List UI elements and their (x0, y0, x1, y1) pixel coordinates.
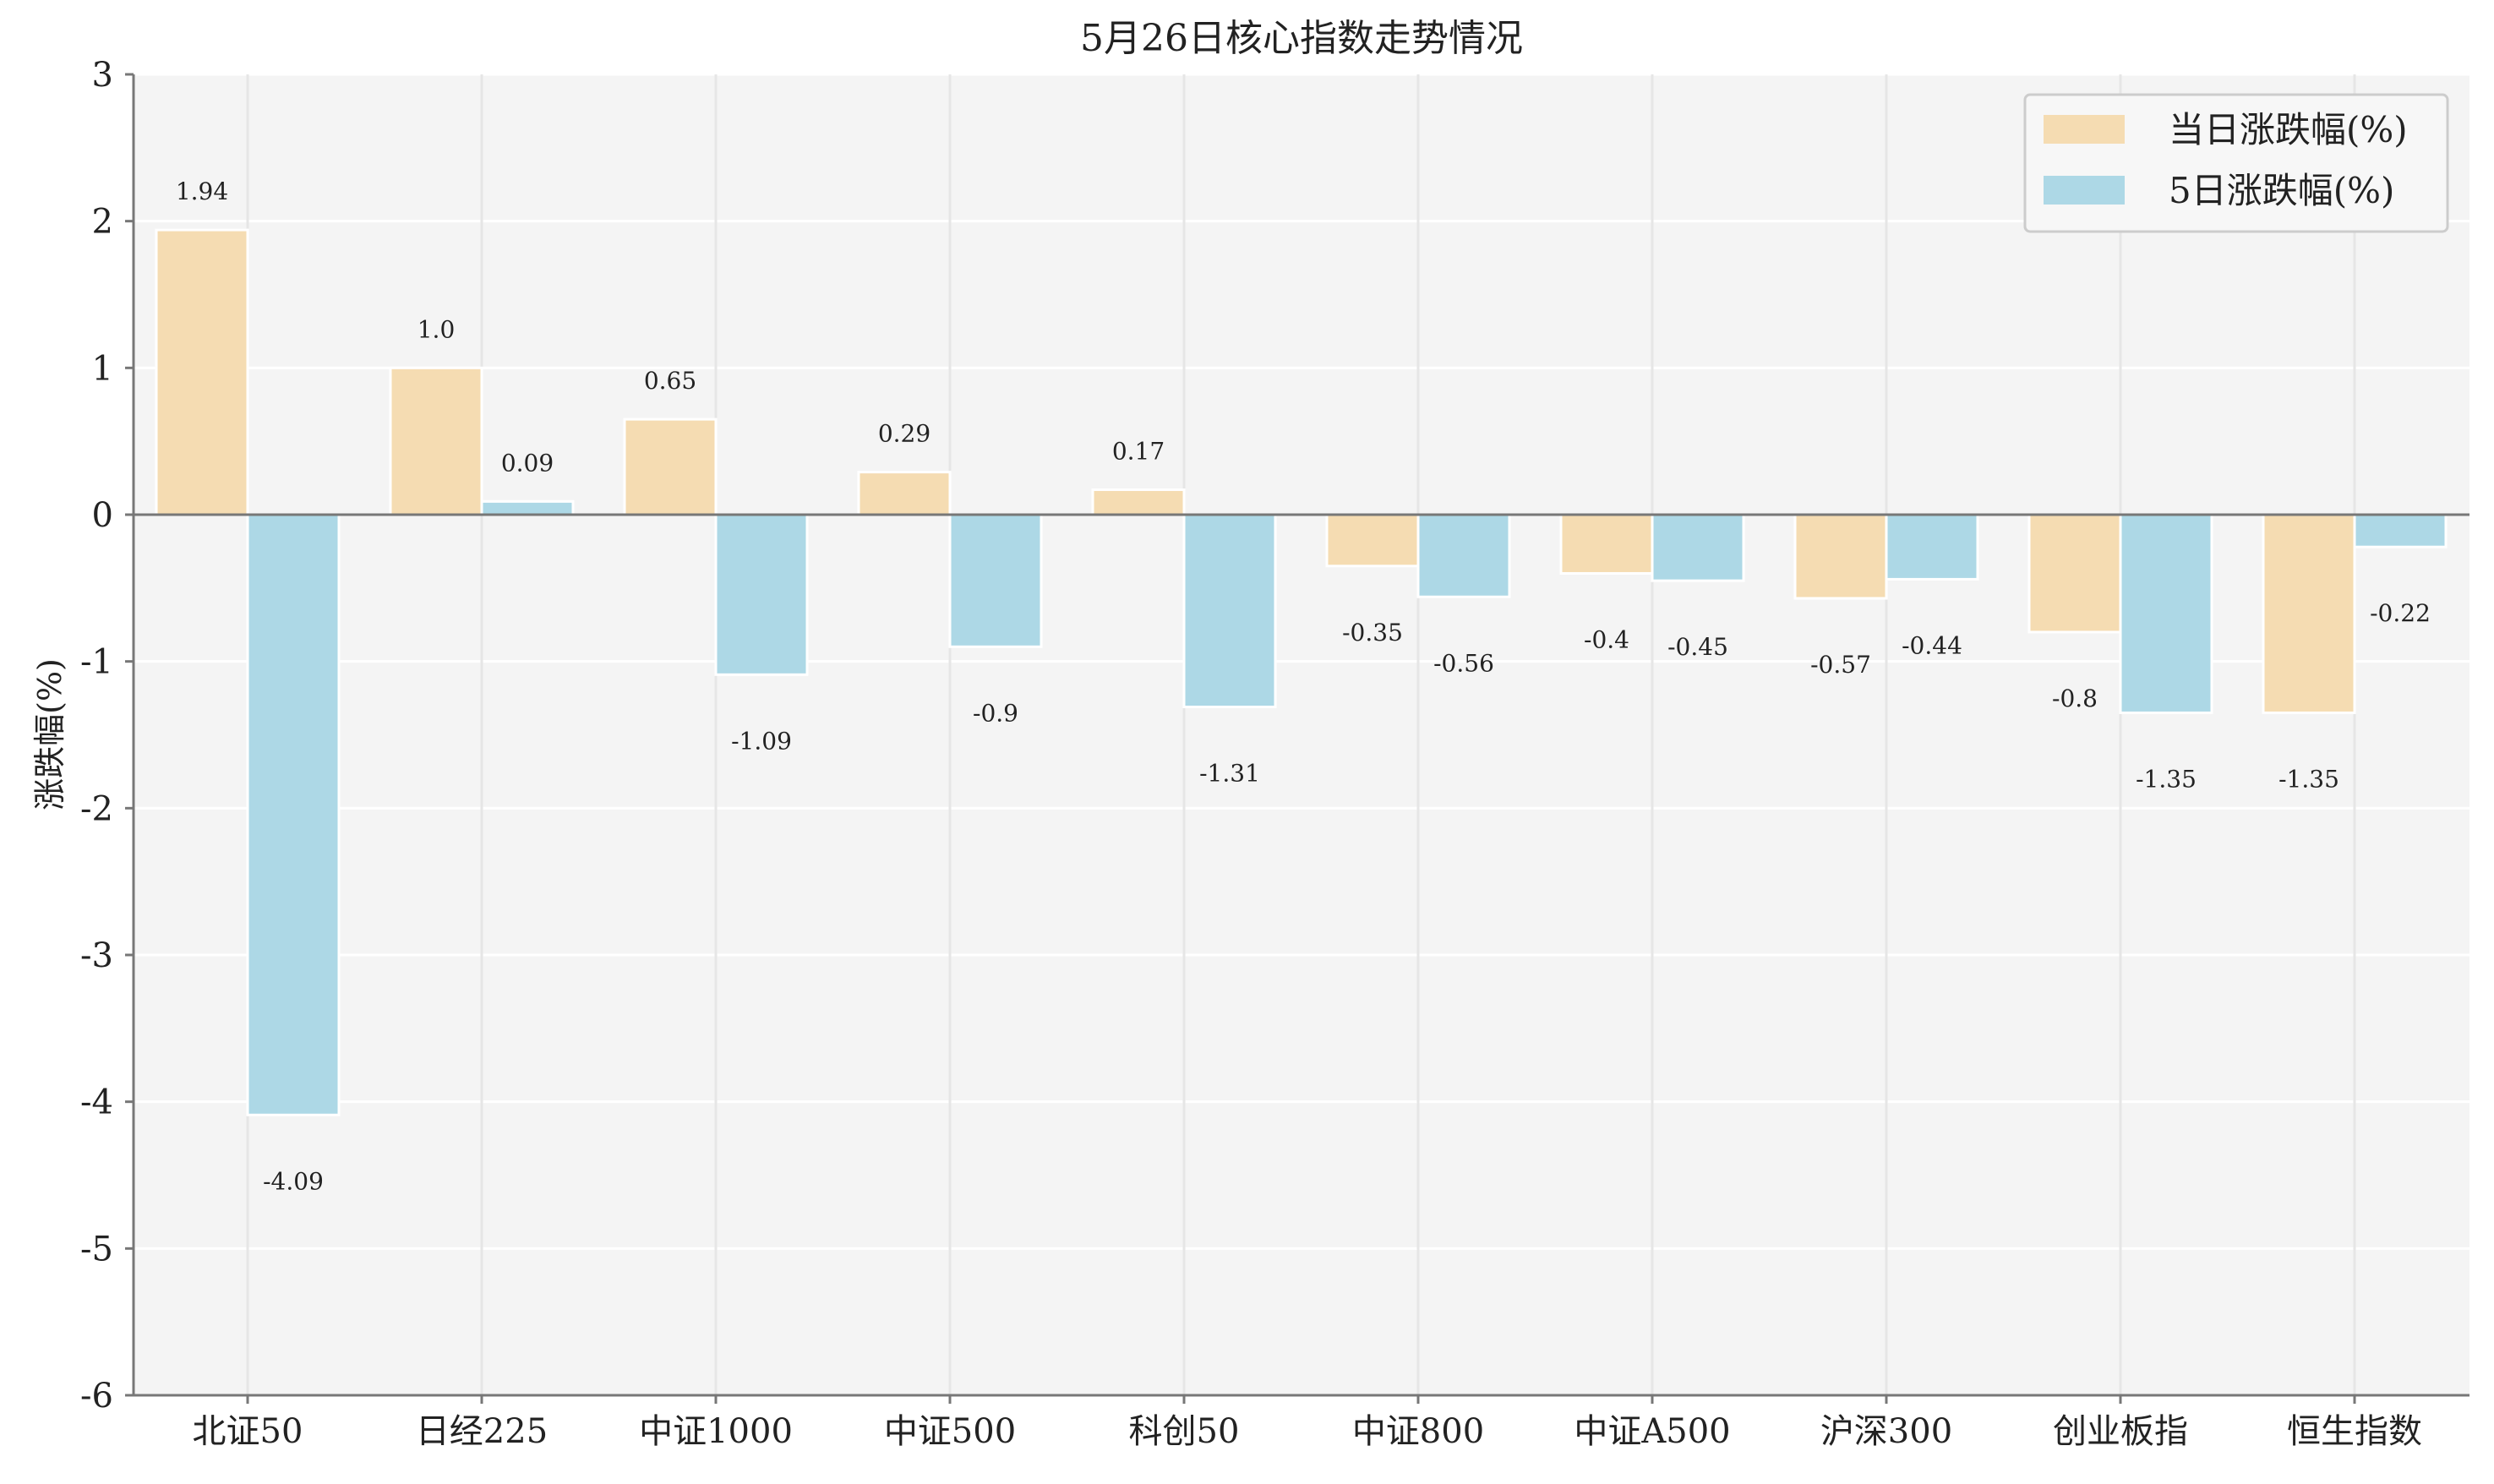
bar-5day-change (714, 513, 809, 676)
data-label: -0.44 (1902, 631, 1962, 659)
data-label: 0.65 (644, 367, 696, 395)
bar-5day-change (1416, 513, 1511, 598)
legend-label-daily: 当日涨跌幅(%) (2169, 109, 2408, 150)
x-tick-label: 中证A500 (1574, 1412, 1730, 1451)
legend-swatch-daily (2044, 115, 2125, 144)
legend-swatch-5day (2044, 176, 2125, 205)
data-label: -0.57 (1810, 651, 1871, 679)
y-tick-label: -6 (80, 1377, 113, 1416)
bar-5day-change (948, 513, 1043, 648)
y-tick-label: -4 (80, 1083, 113, 1122)
y-tick-label: -5 (80, 1230, 113, 1268)
y-tick-label: 0 (92, 496, 113, 535)
data-label: -0.22 (2370, 599, 2431, 627)
bar-daily-change (389, 366, 483, 516)
y-axis-title: 涨跌幅(%) (31, 658, 68, 810)
bar-5day-change (246, 513, 341, 1116)
plot-background (134, 74, 2469, 1395)
bar-daily-change (1091, 488, 1186, 516)
data-label: -0.8 (2052, 685, 2098, 712)
data-label: 0.29 (878, 420, 930, 448)
x-tick-label: 中证800 (1352, 1412, 1484, 1451)
bar-daily-change (1325, 513, 1420, 568)
legend-box (2023, 93, 2449, 233)
bar-daily-change (1793, 513, 1888, 600)
data-label: -0.4 (1584, 625, 1629, 653)
data-label: -0.45 (1667, 633, 1728, 661)
x-tick-label: 北证50 (193, 1412, 303, 1451)
y-tick-label: -1 (80, 643, 113, 682)
data-label: -4.09 (263, 1167, 324, 1195)
data-label: -1.09 (731, 727, 792, 755)
bar-5day-change (1885, 513, 1979, 581)
data-label: 1.94 (176, 177, 228, 205)
chart-title: 5月26日核心指数走势情况 (1080, 17, 1523, 60)
data-label: -1.35 (2278, 765, 2339, 793)
bar-5day-change (2353, 513, 2448, 548)
x-tick-label: 科创50 (1129, 1412, 1240, 1451)
y-tick-label: -3 (80, 936, 113, 975)
axes: 3 2 1 0 -1 -2 -3 -4 -5 -6 北证50 日经225 中证1000 中证500 科创50… (80, 56, 2469, 1451)
x-tick-label: 中证1000 (639, 1412, 793, 1451)
value-labels: 1.94 1.0 0.65 0.29 0.17 -0.35 -0.4 -0.57 -0.8 -1.… (176, 177, 2431, 1195)
x-tick-label: 恒生指数 (2287, 1412, 2422, 1451)
data-label: 0.09 (501, 449, 554, 477)
bar-daily-change (623, 417, 718, 516)
data-label: -0.9 (973, 699, 1018, 727)
bar-5day-change (1651, 513, 1745, 582)
y-tick-label: -2 (80, 789, 113, 828)
bar-daily-change (2262, 513, 2356, 714)
legend: 当日涨跌幅(%) 5日涨跌幅(%) (2023, 93, 2449, 233)
bar-daily-change (1559, 513, 1654, 575)
x-tick-label: 日经225 (416, 1412, 548, 1451)
bar-daily-change (2027, 513, 2122, 634)
data-label: -0.35 (1342, 619, 1403, 647)
x-tick-label: 沪深300 (1820, 1412, 1952, 1451)
y-tick-label: 1 (92, 349, 113, 388)
data-label: -1.31 (1199, 760, 1260, 788)
bar-5day-change (480, 499, 575, 516)
data-label: -1.35 (2136, 765, 2197, 793)
bar-daily-change (857, 471, 952, 516)
x-tick-label: 中证500 (884, 1412, 1016, 1451)
legend-label-5day: 5日涨跌幅(%) (2169, 170, 2394, 211)
bar-5day-change (2119, 513, 2213, 714)
x-tick-label: 创业板指 (2053, 1412, 2188, 1451)
data-label: 1.0 (417, 315, 456, 343)
bar-5day-change (1182, 513, 1277, 709)
data-label: -0.56 (1433, 649, 1494, 677)
bar-daily-change (155, 228, 249, 516)
y-tick-label: 2 (92, 203, 113, 242)
data-label: 0.17 (1112, 437, 1165, 465)
y-tick-label: 3 (92, 56, 113, 95)
